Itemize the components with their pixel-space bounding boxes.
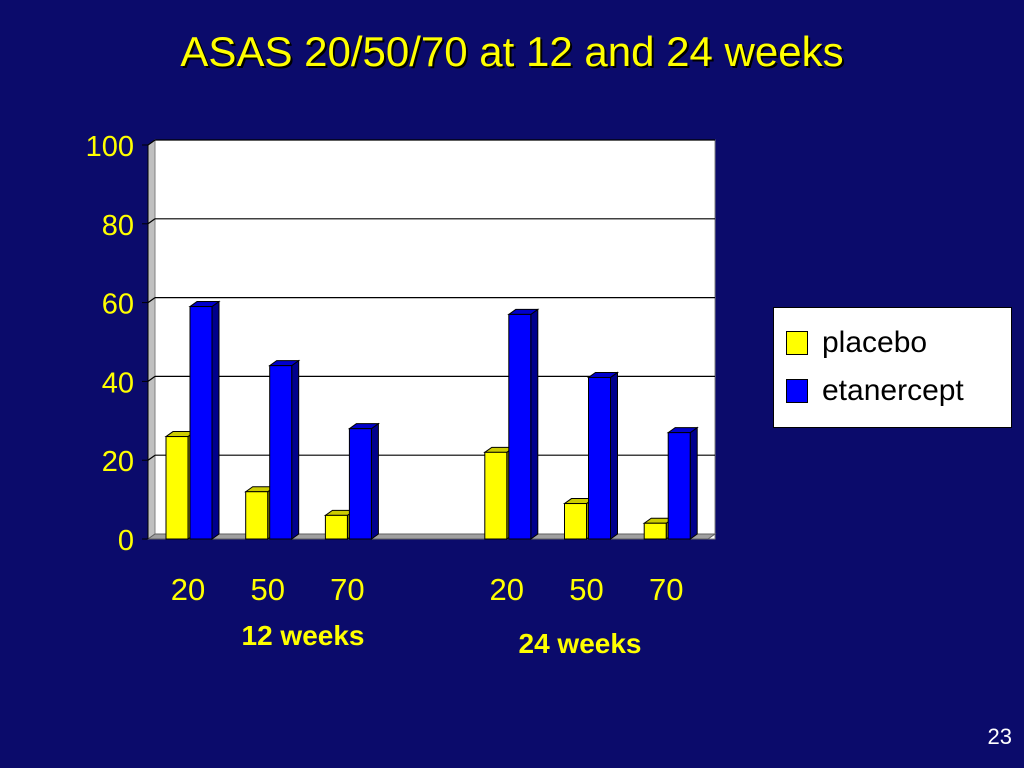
etanercept-bar	[507, 308, 540, 540]
legend-swatch-etanercept	[786, 379, 808, 403]
group-label: 12 weeks	[242, 620, 365, 651]
legend-item-placebo: placebo	[786, 323, 927, 363]
y-tick-label: 0	[118, 525, 134, 557]
x-tick-label: 20	[171, 572, 205, 607]
y-axis-ticks: 0 20 40 60 80 100	[86, 131, 149, 557]
x-tick-label: 70	[649, 572, 683, 607]
plot-area	[146, 139, 717, 540]
x-tick-label: 50	[250, 572, 284, 607]
y-tick-label: 20	[102, 446, 134, 478]
etanercept-bar	[268, 359, 301, 540]
plot-side-wall	[147, 139, 156, 540]
legend-swatch-placebo	[786, 331, 808, 355]
legend: placebo etanercept	[773, 307, 1012, 428]
legend-item-etanercept: etanercept	[786, 371, 964, 411]
y-tick-label: 80	[102, 210, 134, 242]
plot-floor	[146, 533, 717, 540]
etanercept-bar	[586, 371, 620, 540]
gridline-side	[147, 375, 156, 382]
bars	[164, 300, 699, 540]
x-axis-ticks: 20 50 70 20 50 70	[171, 572, 684, 607]
legend-label: etanercept	[822, 374, 964, 407]
gridline-side	[147, 139, 156, 146]
gridlines	[147, 139, 715, 461]
y-tick-label: 60	[102, 289, 134, 321]
gridline-side	[147, 454, 156, 461]
y-tick-label: 100	[86, 131, 134, 163]
plot-wall	[154, 139, 716, 540]
y-tick-label: 40	[102, 367, 134, 399]
etanercept-bar	[666, 426, 699, 540]
group-label: 24 weeks	[519, 628, 642, 659]
etanercept-bar	[188, 300, 221, 540]
gridline-side	[147, 297, 156, 304]
etanercept-bar	[347, 422, 380, 540]
x-tick-label: 70	[330, 572, 364, 607]
x-tick-label: 50	[569, 572, 603, 607]
legend-label: placebo	[822, 326, 928, 359]
x-tick-label: 20	[490, 572, 524, 607]
group-labels: 12 weeks 24 weeks	[242, 620, 642, 659]
gridline-side	[147, 218, 156, 225]
slide-title: ASAS 20/50/70 at 12 and 24 weeks	[180, 28, 844, 75]
page-number: 23	[987, 724, 1012, 749]
